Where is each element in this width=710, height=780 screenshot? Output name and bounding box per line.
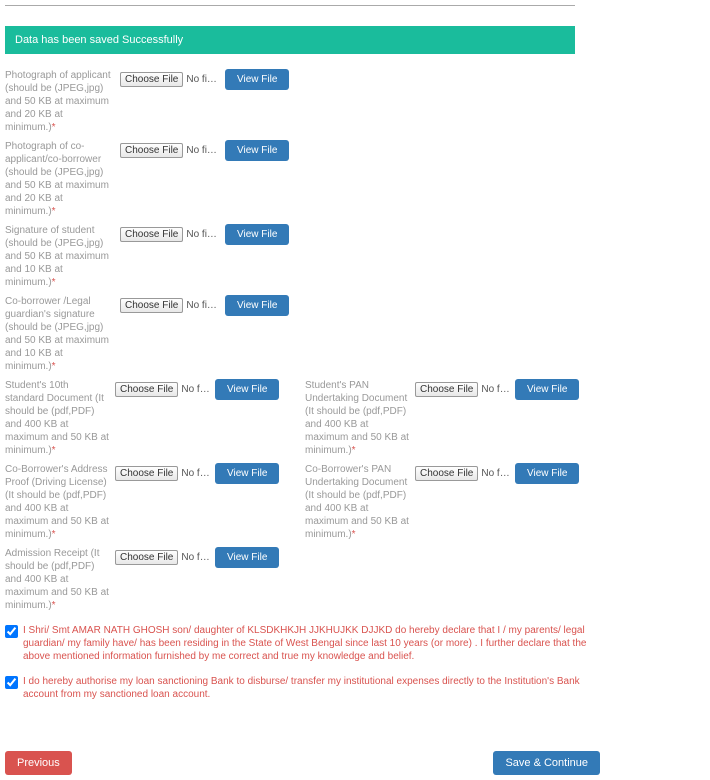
no-file-text: No fi…sen <box>481 468 510 479</box>
upload-label: Student's 10th standard Document (It sho… <box>5 379 115 457</box>
no-file-text: No fi…sen <box>186 74 220 85</box>
view-file-button[interactable]: View File <box>225 140 289 161</box>
choose-file-button[interactable]: Choose File <box>120 143 183 158</box>
view-file-button[interactable]: View File <box>225 295 289 316</box>
no-file-text: No fi…sen <box>181 468 210 479</box>
declaration-2-text: I do hereby authorise my loan sanctionin… <box>23 675 600 701</box>
upload-row: Photograph of co-applicant/co-borrower (… <box>5 140 605 218</box>
upload-label: Co-Borrower's Address Proof (Driving Lic… <box>5 463 115 541</box>
view-file-button[interactable]: View File <box>215 463 279 484</box>
view-file-button[interactable]: View File <box>515 379 579 400</box>
no-file-text: No fi…sen <box>481 384 510 395</box>
no-file-text: No fi…sen <box>186 145 220 156</box>
no-file-text: No fi…sen <box>186 300 220 311</box>
upload-label: Photograph of co-applicant/co-borrower (… <box>5 140 120 218</box>
view-file-button[interactable]: View File <box>225 69 289 90</box>
upload-label: Co-borrower /Legal guardian's signature … <box>5 295 120 373</box>
file-input[interactable]: Choose File No fi…sen <box>115 550 210 565</box>
previous-button[interactable]: Previous <box>5 751 72 775</box>
upload-label: Photograph of applicant (should be (JPEG… <box>5 69 120 134</box>
view-file-button[interactable]: View File <box>215 547 279 568</box>
view-file-button[interactable]: View File <box>215 379 279 400</box>
declaration-2: I do hereby authorise my loan sanctionin… <box>5 675 600 701</box>
choose-file-button[interactable]: Choose File <box>415 382 478 397</box>
upload-label: Student's PAN Undertaking Document (It s… <box>305 379 415 457</box>
footer-buttons: Previous Save & Continue <box>5 726 600 775</box>
save-continue-button[interactable]: Save & Continue <box>493 751 600 775</box>
file-input[interactable]: Choose File No fi…sen <box>415 466 510 481</box>
file-input[interactable]: Choose File No fi…sen <box>120 72 220 87</box>
no-file-text: No fi…sen <box>181 552 210 563</box>
file-input[interactable]: Choose File No fi…sen <box>115 382 210 397</box>
file-input[interactable]: Choose File No fi…sen <box>120 227 220 242</box>
top-divider <box>5 5 575 6</box>
choose-file-button[interactable]: Choose File <box>115 382 178 397</box>
view-file-button[interactable]: View File <box>515 463 579 484</box>
single-col-uploads: Photograph of applicant (should be (JPEG… <box>5 69 705 373</box>
upload-row: Photograph of applicant (should be (JPEG… <box>5 69 605 134</box>
no-file-text: No fi…sen <box>181 384 210 395</box>
double-col-uploads: Student's 10th standard Document (It sho… <box>5 379 705 612</box>
no-file-text: No fi…sen <box>186 229 220 240</box>
declaration-1-checkbox[interactable] <box>5 625 18 638</box>
file-input[interactable]: Choose File No fi…sen <box>415 382 510 397</box>
upload-row: Co-borrower /Legal guardian's signature … <box>5 295 605 373</box>
upload-label: Admission Receipt (It should be (pdf,PDF… <box>5 547 115 612</box>
declaration-2-checkbox[interactable] <box>5 676 18 689</box>
file-input[interactable]: Choose File No fi…sen <box>120 143 220 158</box>
file-input[interactable]: Choose File No fi…sen <box>120 298 220 313</box>
upload-row: Signature of student (should be (JPEG,jp… <box>5 224 605 289</box>
upload-label: Co-Borrower's PAN Undertaking Document (… <box>305 463 415 541</box>
upload-label: Signature of student (should be (JPEG,jp… <box>5 224 120 289</box>
view-file-button[interactable]: View File <box>225 224 289 245</box>
choose-file-button[interactable]: Choose File <box>120 298 183 313</box>
choose-file-button[interactable]: Choose File <box>415 466 478 481</box>
declaration-1: I Shri/ Smt AMAR NATH GHOSH son/ daughte… <box>5 624 600 663</box>
choose-file-button[interactable]: Choose File <box>115 550 178 565</box>
upload-row: Student's 10th standard Document (It sho… <box>5 379 605 457</box>
choose-file-button[interactable]: Choose File <box>120 72 183 87</box>
success-banner: Data has been saved Successfully <box>5 26 575 54</box>
choose-file-button[interactable]: Choose File <box>120 227 183 242</box>
upload-row: Admission Receipt (It should be (pdf,PDF… <box>5 547 605 612</box>
file-input[interactable]: Choose File No fi…sen <box>115 466 210 481</box>
upload-row: Co-Borrower's Address Proof (Driving Lic… <box>5 463 605 541</box>
choose-file-button[interactable]: Choose File <box>115 466 178 481</box>
declaration-1-text: I Shri/ Smt AMAR NATH GHOSH son/ daughte… <box>23 624 600 663</box>
